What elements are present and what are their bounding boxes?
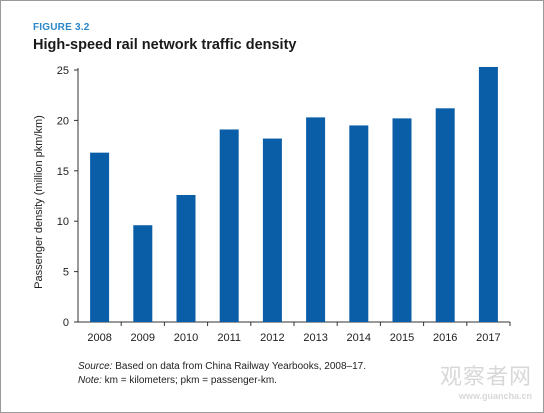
bar: [219, 129, 239, 322]
watermark-url: www.guancha.cn: [458, 391, 532, 401]
y-tick-label: 5: [63, 267, 69, 279]
y-tick-label: 25: [57, 65, 69, 77]
x-tick-label: 2017: [476, 332, 500, 344]
x-tick-label: 2015: [390, 332, 414, 344]
y-tick-label: 15: [57, 166, 69, 178]
source-note: Source: Based on data from China Railway…: [78, 360, 366, 374]
note-text: km = kilometers; pkm = passenger-km.: [101, 375, 277, 386]
x-tick-label: 2014: [347, 332, 371, 344]
x-tick-label: 2016: [433, 332, 457, 344]
watermark: 观察者网 www.guancha.cn: [440, 359, 532, 401]
watermark-text: 观察者网: [439, 364, 532, 389]
figure-notes: Source: Based on data from China Railway…: [78, 360, 366, 388]
y-tick-label: 20: [57, 115, 69, 127]
bar: [133, 225, 153, 322]
y-tick-label: 0: [63, 317, 69, 329]
x-tick-label: 2010: [174, 332, 198, 344]
figure-label: FIGURE 3.2: [33, 22, 90, 33]
bar: [478, 66, 498, 322]
note-label: Note:: [78, 375, 102, 386]
figure-title: High-speed rail network traffic density: [33, 37, 297, 53]
x-tick-label: 2012: [260, 332, 284, 344]
bar: [349, 125, 369, 322]
x-tick-label: 2013: [303, 332, 327, 344]
x-tick-label: 2009: [131, 332, 155, 344]
y-tick-label: 10: [57, 216, 69, 228]
bar: [90, 152, 110, 322]
source-label: Source:: [78, 361, 113, 372]
bar: [262, 138, 282, 322]
abbreviation-note: Note: km = kilometers; pkm = passenger-k…: [78, 374, 366, 388]
x-tick-label: 2008: [87, 332, 111, 344]
source-text: Based on data from China Railway Yearboo…: [112, 361, 366, 372]
y-axis-title: Passenger density (million pkm/km): [33, 115, 45, 289]
x-tick-label: 2011: [217, 332, 241, 344]
bar: [176, 194, 196, 322]
bar: [306, 117, 326, 322]
bar: [392, 118, 412, 322]
bar: [435, 108, 455, 322]
